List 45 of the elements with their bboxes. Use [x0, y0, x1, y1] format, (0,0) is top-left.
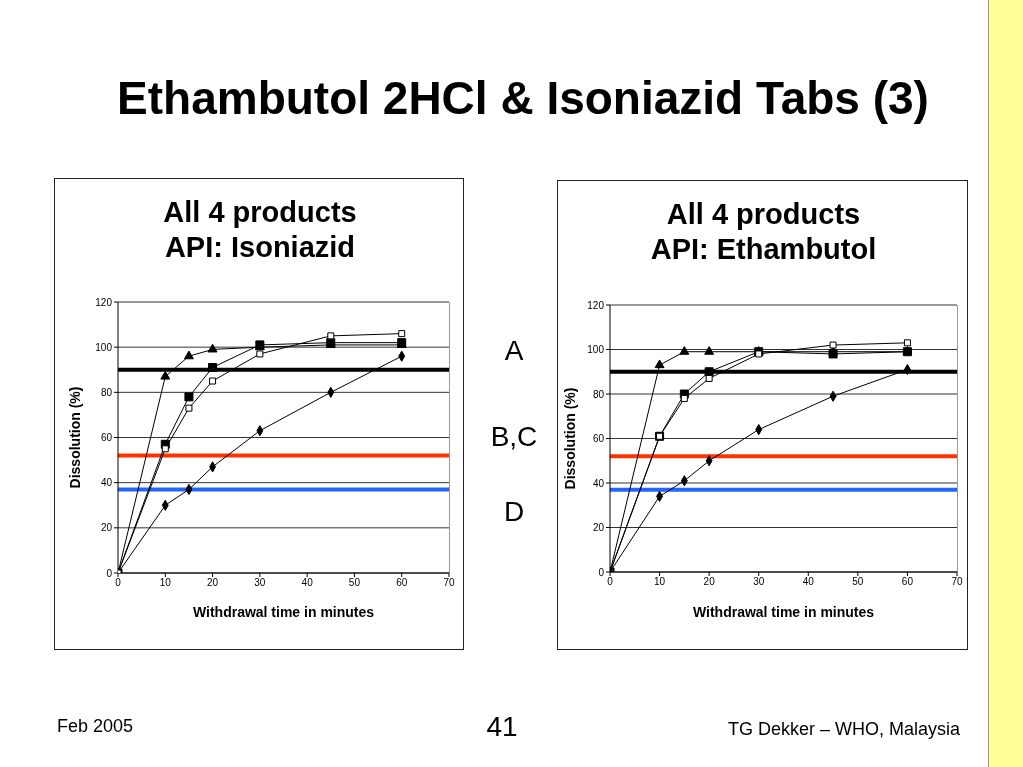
x-axis-title: Withdrawal time in minutes: [192, 604, 375, 620]
x-tick-label: 40: [802, 576, 815, 588]
y-tick-label: 60: [592, 433, 605, 445]
ref-line-label: A: [504, 334, 524, 367]
ref-line-label: B,C: [490, 420, 538, 453]
x-tick-label: 20: [207, 577, 219, 589]
text: Ethambutol 2HCl & Isoniazid Tabs (3): [117, 71, 929, 126]
y-tick-label: 120: [587, 299, 605, 311]
x-tick-label: 0: [115, 577, 122, 589]
x-tick-label: 60: [396, 577, 408, 589]
text: Feb 2005: [57, 715, 134, 737]
y-tick-label: 80: [100, 386, 113, 398]
text: TG Dekker – WHO, Malaysia: [727, 718, 960, 740]
x-tick-label: 30: [753, 576, 765, 588]
y-tick-label: 0: [106, 567, 113, 579]
x-tick-label: 70: [443, 577, 455, 589]
y-tick-label: 80: [592, 388, 605, 400]
y-tick-label: 40: [592, 477, 605, 489]
chart-title: All 4 products: [162, 195, 358, 230]
x-tick-label: 50: [348, 577, 361, 589]
text: 41: [486, 711, 518, 743]
chart-subtitle: API: Ethambutol: [649, 232, 878, 267]
x-tick-label: 30: [254, 577, 266, 589]
chart-subtitle: API: Isoniazid: [163, 230, 357, 265]
x-tick-label: 0: [607, 576, 614, 588]
ref-line-label: D: [503, 496, 525, 529]
chart-title: All 4 products: [665, 197, 862, 232]
y-tick-label: 100: [95, 341, 113, 353]
x-axis-title: Withdrawal time in minutes: [692, 604, 875, 620]
y-tick-label: 60: [100, 432, 113, 444]
y-tick-label: 20: [592, 522, 605, 534]
y-tick-label: 100: [587, 344, 605, 356]
y-tick-label: 40: [100, 477, 113, 489]
x-tick-label: 20: [703, 576, 716, 588]
x-tick-label: 70: [951, 576, 963, 588]
y-axis-title: Dissolution (%): [67, 386, 83, 489]
y-tick-label: 20: [100, 522, 113, 534]
x-tick-label: 10: [654, 576, 666, 588]
x-tick-label: 50: [852, 576, 864, 588]
y-tick-label: 0: [598, 566, 605, 578]
y-axis-title: Dissolution (%): [562, 387, 578, 490]
x-tick-label: 10: [159, 577, 172, 589]
y-tick-label: 120: [95, 296, 113, 308]
x-tick-label: 40: [301, 577, 314, 589]
x-tick-label: 60: [901, 576, 914, 588]
